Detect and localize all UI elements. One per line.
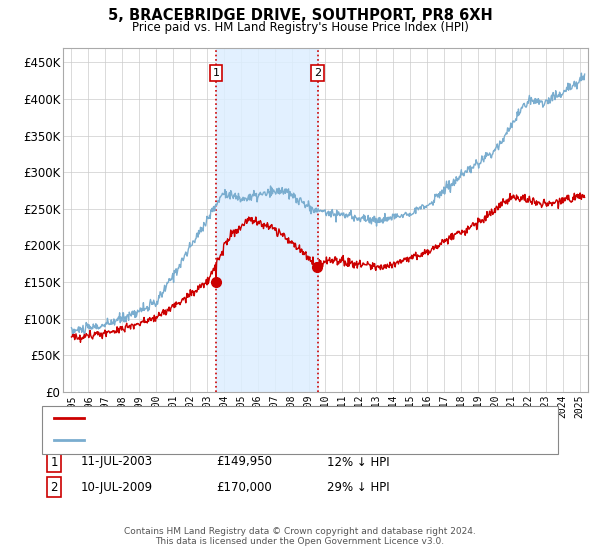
Text: Contains HM Land Registry data © Crown copyright and database right 2024.
This d: Contains HM Land Registry data © Crown c… bbox=[124, 526, 476, 546]
Text: 1: 1 bbox=[212, 68, 220, 78]
Text: 2: 2 bbox=[50, 480, 58, 494]
Text: £149,950: £149,950 bbox=[216, 455, 272, 469]
Text: 2: 2 bbox=[314, 68, 321, 78]
Text: 29% ↓ HPI: 29% ↓ HPI bbox=[327, 480, 389, 494]
Text: 10-JUL-2009: 10-JUL-2009 bbox=[81, 480, 153, 494]
Text: £170,000: £170,000 bbox=[216, 480, 272, 494]
Bar bbox=[216, 48, 317, 392]
Text: Price paid vs. HM Land Registry's House Price Index (HPI): Price paid vs. HM Land Registry's House … bbox=[131, 21, 469, 34]
Text: HPI: Average price, detached house, Sefton: HPI: Average price, detached house, Seft… bbox=[87, 435, 314, 445]
Text: 1: 1 bbox=[50, 455, 58, 469]
Text: 5, BRACEBRIDGE DRIVE, SOUTHPORT, PR8 6XH: 5, BRACEBRIDGE DRIVE, SOUTHPORT, PR8 6XH bbox=[107, 8, 493, 24]
Text: 11-JUL-2003: 11-JUL-2003 bbox=[81, 455, 153, 469]
Text: 5, BRACEBRIDGE DRIVE, SOUTHPORT, PR8 6XH (detached house): 5, BRACEBRIDGE DRIVE, SOUTHPORT, PR8 6XH… bbox=[87, 413, 426, 423]
Text: 12% ↓ HPI: 12% ↓ HPI bbox=[327, 455, 389, 469]
